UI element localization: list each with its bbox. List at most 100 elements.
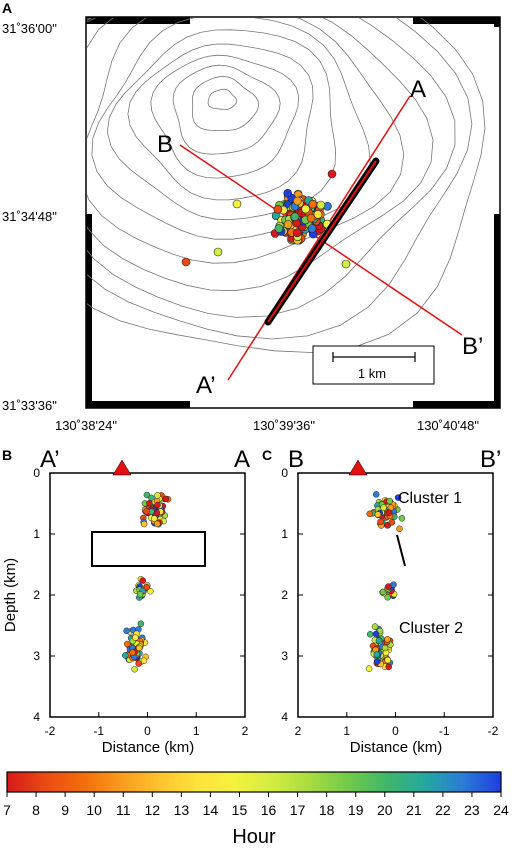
colorbar-tick-label: 19	[348, 802, 364, 818]
label-b: B	[157, 131, 173, 158]
colorbar-tick-label: 7	[3, 802, 11, 818]
hypocenter-dot	[131, 665, 138, 673]
lon-tick-mid: 130˚39'36"	[253, 418, 315, 433]
y-tick-label: 0	[281, 466, 288, 480]
colorbar-ticks: 7 8 9 10 11 12 13 14 15 16 17 18 19 20 21 22 23 24	[3, 792, 509, 818]
epicenter-dot	[341, 259, 351, 269]
hypocenter-dot	[396, 525, 403, 533]
panel-b-plot: 0 1 2 3 4 -2 -1 0 1 2	[33, 459, 249, 738]
epicenter-dot	[306, 213, 316, 223]
colorbar-tick-label: 11	[116, 802, 131, 818]
hypocenter-dot	[365, 665, 373, 672]
hypocenter-dot	[374, 511, 382, 518]
panel-b-end-left: A’	[40, 446, 60, 473]
epicenter-dot	[283, 220, 293, 229]
label-a-prime: A’	[196, 372, 216, 399]
x-tick-label: 2	[295, 724, 302, 738]
hypocenter-dot	[132, 634, 139, 641]
hypocenter-dot	[386, 497, 393, 505]
colorbar-label: Hour	[232, 826, 276, 848]
epicenter-dot	[316, 200, 326, 210]
hypocenter-dot	[384, 594, 391, 601]
x-tick-label: -2	[488, 724, 499, 738]
hypocenter-dot	[143, 491, 151, 499]
hypocenter-dot	[375, 637, 383, 644]
cluster-2-label: Cluster 2	[399, 620, 463, 637]
colorbar-tick-label: 21	[406, 802, 422, 818]
y-tick-label: 1	[33, 527, 40, 541]
x-tick-label: 2	[242, 724, 249, 738]
hypocenter-dot	[122, 652, 129, 659]
hypocenter-dot	[154, 520, 161, 528]
hypocenter-dot	[384, 656, 392, 664]
y-tick-label: 2	[33, 588, 40, 602]
hypocenter-dot	[366, 631, 374, 638]
colorbar-tick-label: 8	[32, 802, 40, 818]
hypocenter-dot	[154, 492, 161, 499]
hypocenter-dot	[151, 515, 158, 522]
epicenter-dot	[274, 224, 284, 233]
y-tick-label: 4	[281, 710, 288, 724]
epicenter-dot	[283, 189, 293, 198]
panel-b-end-right: A	[234, 446, 250, 473]
colorbar-tick-label: 15	[232, 802, 248, 818]
hypocenter-dot	[384, 522, 391, 529]
epicenter-dot	[301, 204, 311, 214]
lon-tick-right: 130˚40'48"	[417, 418, 479, 433]
lat-tick-top: 31˚36'00"	[2, 21, 57, 36]
hypocenter-dot	[140, 657, 148, 664]
hypocenter-dot	[137, 620, 145, 627]
hypocenter-dot	[136, 591, 144, 598]
hypocenter-dot	[372, 491, 380, 498]
label-b-prime: B’	[462, 333, 483, 360]
epicenter-dot	[290, 212, 300, 221]
hypocenter-dot	[373, 658, 381, 665]
hypocenter-dot	[394, 494, 402, 501]
hypocenter-dot	[388, 519, 396, 526]
lon-tick-left: 130˚38'24"	[55, 418, 117, 433]
hypocenter-dot	[147, 587, 154, 595]
label-a: A	[410, 76, 426, 103]
hypocenter-dot	[123, 627, 130, 635]
epicenter-dot	[292, 228, 302, 238]
colorbar-tick-label: 12	[145, 802, 161, 818]
x-tick-label: -2	[45, 724, 56, 738]
colorbar-tick-label: 24	[493, 802, 509, 818]
y-tick-label: 0	[33, 466, 40, 480]
x-tick-label: 0	[392, 724, 399, 738]
hypocenter-dot	[139, 577, 147, 584]
epicenter-dot	[327, 169, 337, 179]
hypocenter-dot	[381, 644, 389, 652]
colorbar-tick-label: 10	[86, 802, 102, 818]
hypocenter-dot	[398, 515, 406, 522]
hypocenter-dot	[154, 501, 161, 509]
y-tick-label: 1	[281, 527, 288, 541]
colorbar-tick-label: 20	[377, 802, 393, 818]
colorbar-tick-label: 14	[203, 802, 219, 818]
epicenter-dot	[313, 210, 323, 219]
hypocenter-dot	[135, 660, 142, 667]
hypocenter-dot	[140, 520, 148, 528]
colorbar	[6, 771, 502, 793]
hypocenter-dot	[143, 507, 150, 515]
hypocenter-dot	[366, 510, 373, 518]
panel-c-letter: C	[262, 447, 272, 463]
x-tick-label: 1	[343, 724, 350, 738]
colorbar-tick-label: 22	[435, 802, 451, 818]
scale-bar-label: 1 km	[358, 366, 386, 381]
panel-c-end-right: B’	[480, 446, 501, 473]
epicenter-dot	[308, 199, 318, 209]
hypocenter-dot	[385, 509, 393, 516]
y-tick-label: 3	[281, 649, 288, 663]
epicenter-dot	[307, 224, 317, 233]
epicenter-dot	[181, 257, 191, 267]
panel-c-xlabel: Distance (km)	[350, 739, 443, 756]
panel-a-letter: A	[2, 0, 12, 16]
x-tick-label: -1	[439, 724, 450, 738]
panel-b-letter: B	[2, 447, 12, 463]
colorbar-tick-label: 9	[61, 802, 69, 818]
panel-b-ylabel: Depth (km)	[2, 558, 19, 632]
hypocenter-dot	[371, 623, 379, 630]
hypocenter-dot	[377, 518, 384, 526]
